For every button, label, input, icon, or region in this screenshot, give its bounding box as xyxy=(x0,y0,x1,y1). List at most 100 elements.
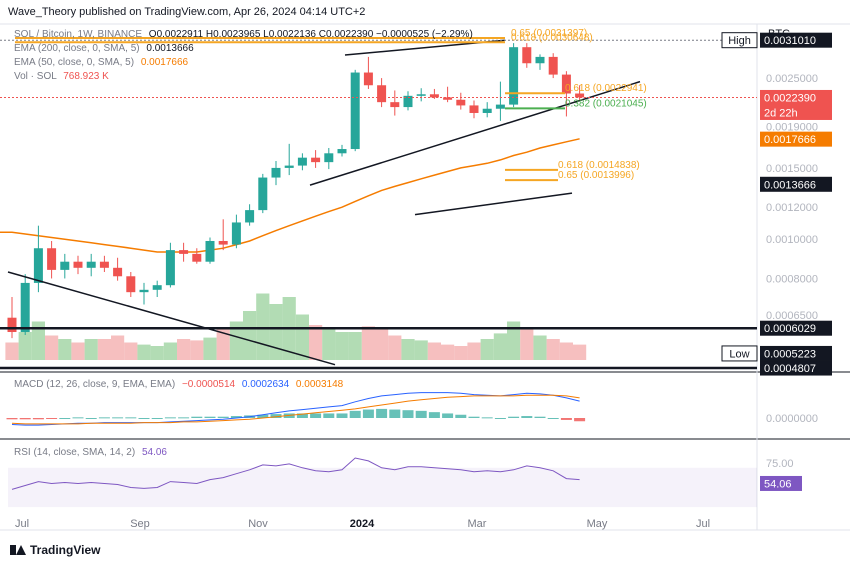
volume-bar xyxy=(84,339,98,360)
macd-hist-bar xyxy=(217,416,229,418)
price-label-box xyxy=(760,131,832,147)
volume-bar xyxy=(111,335,125,360)
grid xyxy=(0,23,850,531)
fib-level-label: 0.618 (0.0014838) xyxy=(558,160,640,171)
price-tick-label: 0.0025000 xyxy=(766,73,818,85)
rsi-tick-label: 75.00 xyxy=(766,458,794,470)
price-tick-label: 0.0008000 xyxy=(766,273,818,285)
macd-hist-bar xyxy=(257,414,269,418)
time-tick-label: Mar xyxy=(468,518,487,530)
macd-hist-bar xyxy=(336,413,348,418)
legend-symbol-row: SOL / Bitcoin, 1W, BINANCE O0.0022911 H0… xyxy=(14,29,473,40)
volume-bar xyxy=(427,342,441,360)
macd-hist-bar xyxy=(164,417,176,419)
time-tick-label: Nov xyxy=(248,518,268,530)
macd-hist-bar xyxy=(547,418,559,419)
macd-hist-bar xyxy=(112,417,124,419)
macd-hist-bar xyxy=(270,414,282,418)
candle-body xyxy=(60,261,70,270)
legend-ema200-row: EMA (200, close, 0, SMA, 5) 0.0013666 xyxy=(14,43,194,54)
volume-bar xyxy=(216,328,230,360)
legend-symbol[interactable]: SOL / Bitcoin, 1W, BINANCE xyxy=(14,29,143,40)
macd-hist-bar xyxy=(428,412,440,418)
fib-level-label: 0.65 (0.0031397) xyxy=(511,28,587,39)
candle-body xyxy=(456,99,466,106)
macd-line xyxy=(11,392,580,426)
price-label-value: 0.0006029 xyxy=(764,323,816,335)
volume-bar xyxy=(507,321,521,360)
candle-body xyxy=(561,74,571,94)
macd-hist-bar xyxy=(349,410,361,418)
price-label-box xyxy=(760,89,832,120)
macd-hist-bar xyxy=(230,416,242,418)
candle-body xyxy=(363,72,373,86)
fib-level-label: 0.618 (0.0030648) xyxy=(511,32,593,43)
macd-hist-bar xyxy=(98,417,110,419)
macd-hist-bar xyxy=(296,413,308,418)
macd-hist-bar xyxy=(32,418,44,420)
volume-bar xyxy=(295,314,309,360)
legend-vol-label[interactable]: Vol · SOL xyxy=(14,71,57,82)
macd-hist-bar xyxy=(178,417,190,419)
volume-bar xyxy=(58,339,72,360)
macd-hist-bar xyxy=(151,418,163,419)
volume-bar xyxy=(493,333,507,360)
candle-body xyxy=(390,102,400,108)
price-tick-label: 0.0006500 xyxy=(766,310,818,322)
candle-body xyxy=(179,250,189,254)
candle-body xyxy=(403,95,413,108)
candle-body xyxy=(482,108,492,113)
volume-bar xyxy=(309,325,323,360)
candle-body xyxy=(218,240,228,245)
volume-bar xyxy=(559,342,573,360)
volume-bar xyxy=(533,335,547,360)
candle-body xyxy=(324,153,334,163)
macd-hist-bar xyxy=(560,418,572,420)
tradingview-logo[interactable]: TradingView xyxy=(10,543,100,557)
legend-rsi-label[interactable]: RSI (14, close, SMA, 14, 2) xyxy=(14,447,136,458)
macd-hist-bar xyxy=(389,409,401,418)
ascending-support-trendline xyxy=(309,80,641,186)
macd-hist-bar xyxy=(508,416,520,418)
volume-bar xyxy=(256,293,270,360)
macd-hist-bar xyxy=(46,418,58,419)
legend-ema50-label[interactable]: EMA (50, close, 0, SMA, 5) xyxy=(14,57,135,68)
volume-bar xyxy=(335,332,349,360)
candle-body xyxy=(311,157,321,163)
macd-hist-bar xyxy=(521,416,533,418)
candle-body xyxy=(152,285,162,290)
time-tick-label: 2024 xyxy=(350,518,375,530)
volume-bar xyxy=(45,335,59,360)
candle-body xyxy=(47,248,57,270)
rsi-value-label: 54.06 xyxy=(764,478,792,490)
price-label-tag-box xyxy=(721,345,758,362)
volume-bar xyxy=(190,340,204,360)
time-tick-label: Sep xyxy=(130,518,150,530)
candle-body xyxy=(33,248,43,283)
macd-hist-bar xyxy=(204,416,216,418)
volume-bar xyxy=(480,339,494,360)
descending-trendline xyxy=(7,271,336,366)
macd-hist-bar xyxy=(6,418,18,420)
legend-macd-label[interactable]: MACD (12, 26, close, 9, EMA, EMA) xyxy=(14,379,176,390)
macd-hist-bar xyxy=(442,413,454,418)
candle-body xyxy=(350,72,360,150)
legend-ema200-value: 0.0013666 xyxy=(146,43,194,54)
candle-body xyxy=(443,97,453,100)
volume-bar xyxy=(229,321,243,360)
axes: 0.0025000 0.0019000 0.0015000 0.0012000 0.00… xyxy=(15,73,818,530)
candle-body xyxy=(139,289,149,293)
volume-bar xyxy=(573,344,587,360)
candle-body xyxy=(377,85,387,103)
macd-tick-label: 0.0000000 xyxy=(766,413,818,425)
legend-ema50-value: 0.0017666 xyxy=(140,57,189,68)
price-label-tag: Low xyxy=(729,348,749,360)
candle-body xyxy=(548,56,558,75)
legend-ema200-label[interactable]: EMA (200, close, 0, SMA, 5) xyxy=(14,43,140,54)
publish-header: Wave_Theory published on TradingView.com… xyxy=(8,6,366,18)
price-label-value: 0.0013666 xyxy=(764,179,816,191)
fib-levels: 0.65 (0.0031397)0.618 (0.0030648) 0.618 (… xyxy=(15,28,647,182)
price-label-box xyxy=(760,176,832,192)
candle-body xyxy=(126,276,136,293)
price-label-countdown: 2d 22h xyxy=(764,107,798,119)
